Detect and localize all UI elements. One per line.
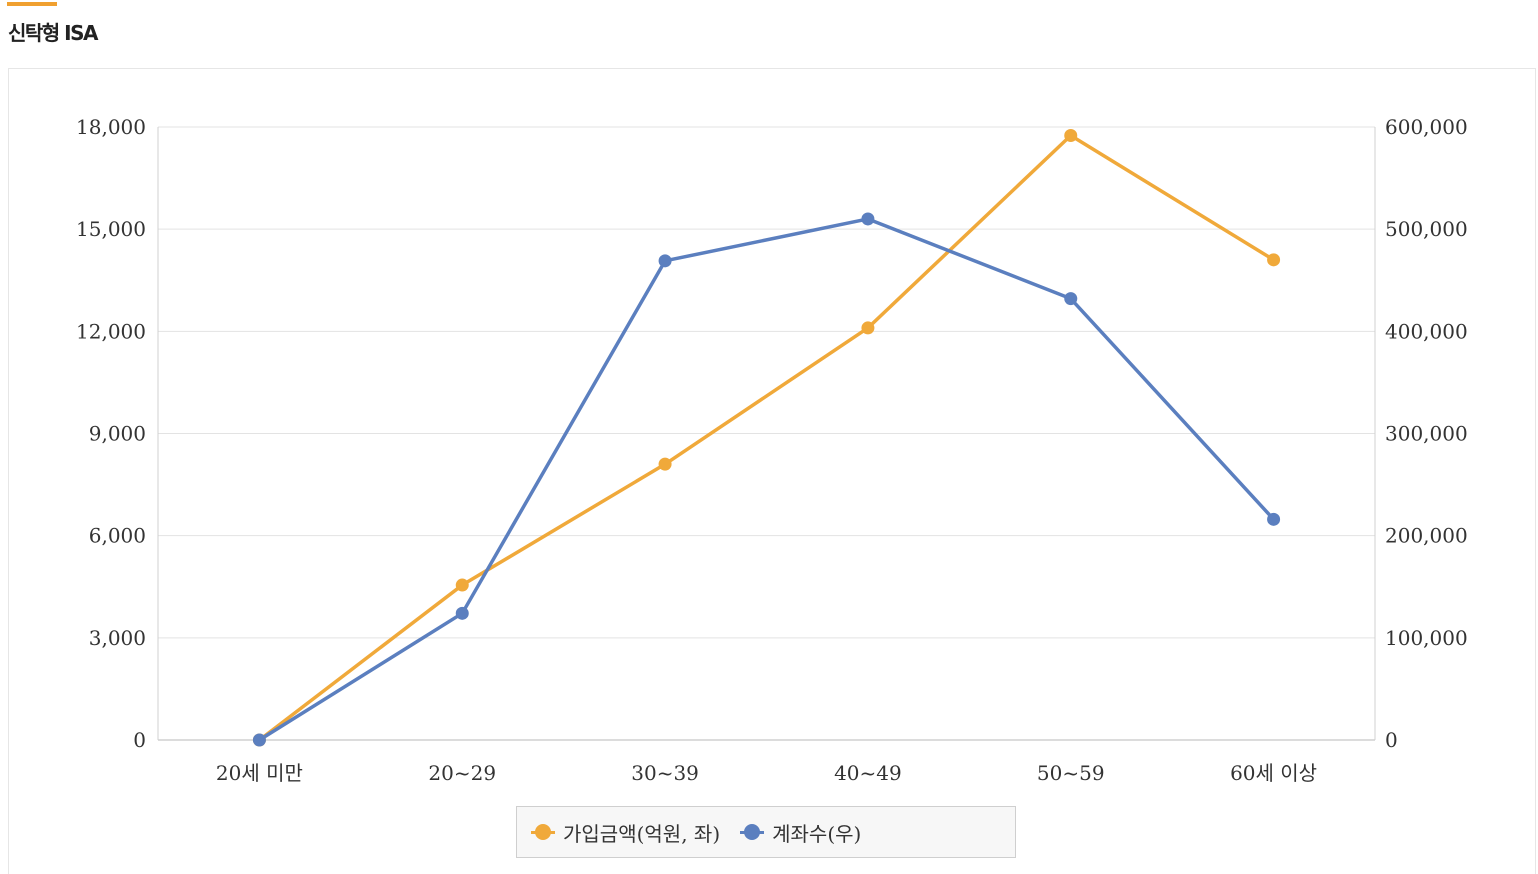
- section-title: 신탁형 ISA: [8, 21, 99, 45]
- series-lines: [252, 129, 1281, 747]
- legend-item-amount: 가입금액(억원, 좌): [531, 818, 720, 847]
- x-tick-label: 30~39: [631, 761, 699, 785]
- legend-marker-amount: [531, 824, 555, 840]
- series-line-0: [258, 133, 1275, 742]
- data-point: [658, 254, 672, 268]
- grid-lines: [158, 126, 1375, 639]
- x-tick-label: 40~49: [834, 761, 902, 785]
- y-right-tick-label: 500,000: [1385, 217, 1468, 241]
- y-left-tick-label: 0: [133, 728, 146, 752]
- data-point: [658, 457, 672, 471]
- y-left-tick-label: 6,000: [89, 524, 146, 548]
- y-left-tick-label: 15,000: [76, 217, 146, 241]
- x-tick-label: 20세 미만: [216, 761, 303, 785]
- data-point: [1064, 129, 1078, 143]
- y-right-tick-label: 600,000: [1385, 115, 1468, 139]
- y-right-tick-label: 100,000: [1385, 626, 1468, 650]
- data-point: [252, 733, 266, 747]
- y-right-tick-label: 400,000: [1385, 319, 1468, 343]
- axes: [157, 127, 1376, 741]
- y-right-tick-label: 0: [1385, 728, 1398, 752]
- legend-item-accounts: 계좌수(우): [740, 818, 861, 847]
- series-line-1: [258, 217, 1275, 742]
- y-left-tick-label: 3,000: [89, 626, 146, 650]
- data-point: [1267, 512, 1281, 526]
- title-accent-bar: [7, 2, 57, 6]
- data-point: [1064, 292, 1078, 306]
- x-tick-label: 60세 이상: [1230, 761, 1317, 785]
- data-point: [1267, 253, 1281, 267]
- legend-marker-accounts: [740, 824, 765, 840]
- data-point: [861, 212, 875, 226]
- legend-label-amount: 가입금액(억원, 좌): [563, 821, 721, 846]
- tick-labels: 0 0 3,000 100,000 6,000 200,000 9,000 300,000 12…: [76, 115, 1468, 785]
- y-left-tick-label: 12,000: [76, 319, 146, 343]
- chart-legend: 가입금액(억원, 좌) 계좌수(우): [516, 806, 1016, 858]
- y-right-tick-label: 200,000: [1385, 524, 1468, 548]
- y-left-tick-label: 9,000: [89, 422, 146, 446]
- x-tick-label: 20~29: [428, 761, 496, 785]
- chart-panel: [8, 68, 1536, 874]
- data-point: [861, 321, 875, 335]
- x-tick-label: 50~59: [1037, 761, 1105, 785]
- legend-label-accounts: 계좌수(우): [772, 821, 862, 846]
- data-point: [455, 578, 469, 592]
- y-right-tick-label: 300,000: [1385, 422, 1468, 446]
- y-left-tick-label: 18,000: [76, 115, 146, 139]
- data-point: [455, 606, 469, 620]
